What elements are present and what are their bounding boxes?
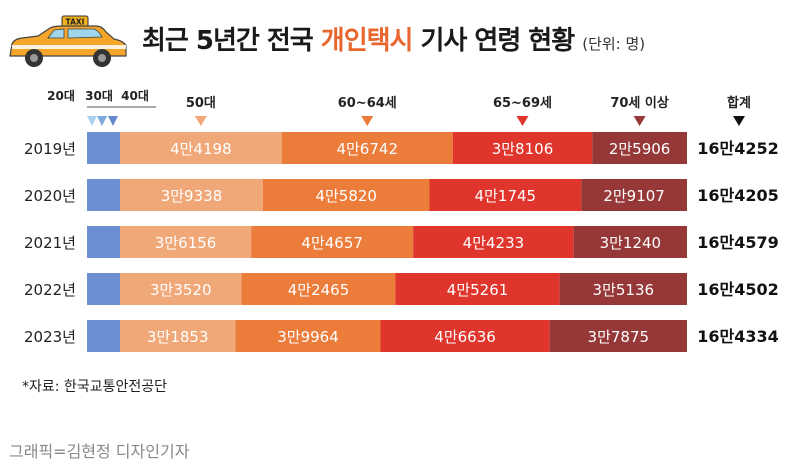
title-text-after: 기사 연령 현황 (412, 26, 576, 56)
title-text-before: 최근 5년간 전국 (142, 26, 321, 56)
bar-segment-5 (413, 226, 574, 258)
legend-label-4: 60~64세 (338, 96, 397, 111)
data-label: 4만4233 (463, 234, 525, 252)
data-label: 3만9338 (161, 187, 223, 205)
data-label: 2만5906 (609, 140, 671, 158)
legend-label-2: 40대 (121, 89, 149, 103)
bar-segment-under50 (87, 179, 120, 211)
title-row: TAXI 최근 5년간 전국 개인택시 기사 연령 현황 (단위: 명) (0, 6, 789, 78)
data-label: 3만6156 (155, 234, 217, 252)
bar-segment-under50 (87, 273, 120, 305)
data-label: 3만8106 (492, 140, 554, 158)
data-label: 4만5820 (315, 187, 377, 205)
bar-segment-4 (262, 179, 430, 211)
page-title: 최근 5년간 전국 개인택시 기사 연령 현황 (단위: 명) (142, 20, 645, 57)
legend-label-5: 65~69세 (493, 96, 552, 111)
data-label: 4만1745 (475, 187, 537, 205)
total-label: 16만4252 (697, 139, 779, 158)
totals-arrow (733, 116, 745, 126)
total-label: 16만4205 (697, 186, 779, 205)
legend-arrow-4 (361, 116, 374, 126)
category-label: 2019년 (24, 140, 76, 158)
legend-arrow-1 (97, 116, 107, 126)
taxi-sign-text: TAXI (66, 18, 85, 27)
total-label: 16만4502 (697, 280, 779, 299)
data-label: 4만4657 (301, 234, 363, 252)
bar-segment-6 (549, 320, 687, 352)
totals-header: 합계 (727, 95, 751, 111)
bar-segment-5 (429, 179, 582, 211)
bar-segment-3 (120, 179, 263, 211)
legend-arrow-6 (633, 116, 646, 126)
bar-segment-3 (120, 226, 252, 258)
bar-segment-4 (281, 132, 453, 164)
legend-label-3: 50대 (186, 96, 216, 111)
category-label: 2022년 (24, 281, 76, 299)
legend-label-0: 20대 (47, 89, 75, 103)
bar-segment-6 (559, 273, 687, 305)
bar-segment-4 (235, 320, 381, 352)
title-highlight: 개인택시 (320, 26, 414, 56)
category-label: 2020년 (24, 187, 76, 205)
data-label: 4만6636 (434, 328, 496, 346)
bar-segment-3 (120, 132, 282, 164)
data-label: 3만1240 (600, 234, 662, 252)
data-label: 3만1853 (147, 328, 209, 346)
unit-label: (단위: 명) (582, 35, 646, 53)
bar-segment-5 (380, 320, 550, 352)
legend-arrow-0 (87, 116, 97, 126)
bar-segment-6 (581, 179, 687, 211)
data-label: 4만5261 (447, 281, 509, 299)
data-label: 3만5136 (593, 281, 655, 299)
data-label: 3만3520 (150, 281, 212, 299)
bar-segment-4 (241, 273, 396, 305)
data-label: 3만9964 (277, 328, 339, 346)
data-label: 4만4198 (170, 140, 232, 158)
bar-segment-under50 (87, 226, 120, 258)
category-label: 2021년 (24, 234, 76, 252)
total-label: 16만4579 (697, 233, 779, 252)
graphic-credit: 그래픽=김현정 디자인기자 (9, 442, 190, 461)
bar-segment-4 (251, 226, 414, 258)
bar-segment-5 (395, 273, 560, 305)
legend-arrow-5 (516, 116, 529, 126)
legend-label-6: 70세 이상 (610, 95, 669, 111)
bar-segment-5 (452, 132, 593, 164)
legend-arrow-3 (194, 116, 207, 126)
data-label: 4만2465 (288, 281, 350, 299)
bar-segment-3 (120, 320, 236, 352)
data-label: 3만7875 (588, 328, 650, 346)
stacked-bar-chart: 20대 30대 40대 50대 60~64세 65~69세 70세 이상 합계 2019년 4만4… (24, 89, 779, 352)
category-label: 2023년 (24, 328, 76, 346)
bar-segment-6 (592, 132, 687, 164)
bar-segment-6 (573, 226, 687, 258)
source-note: *자료: 한국교통안전공단 (22, 379, 167, 395)
total-label: 16만4334 (697, 327, 779, 346)
bar-segment-3 (120, 273, 242, 305)
taxi-icon: TAXI (9, 15, 127, 67)
data-label: 4만6742 (336, 140, 398, 158)
bar-segment-under50 (87, 132, 120, 164)
legend-arrow-2 (108, 116, 118, 126)
legend-label-1: 30대 (85, 89, 113, 103)
data-label: 2만9107 (603, 187, 665, 205)
bar-segment-under50 (87, 320, 120, 352)
